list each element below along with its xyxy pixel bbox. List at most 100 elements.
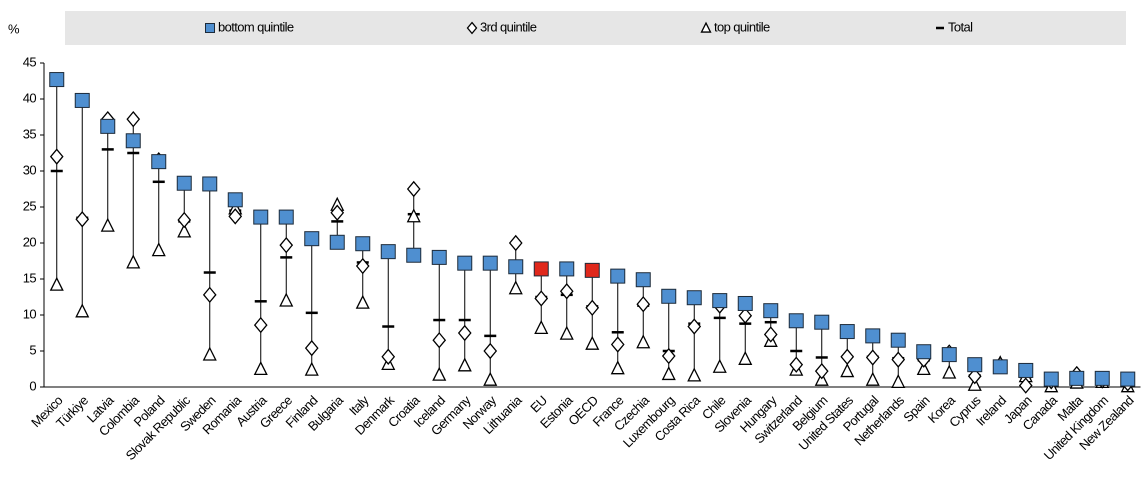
- square-marker: [1018, 362, 1034, 378]
- square-marker: [278, 209, 294, 225]
- diamond-marker: [228, 208, 243, 225]
- y-tick-label: 15: [23, 270, 37, 285]
- triangle-marker: [942, 364, 957, 379]
- square-marker: [176, 175, 192, 191]
- square-marker: [125, 133, 141, 149]
- diamond-marker: [789, 356, 804, 373]
- triangle-marker: [100, 217, 115, 232]
- triangle-marker: [202, 346, 217, 361]
- triangle-marker: [49, 276, 64, 291]
- diamond-marker: [49, 148, 64, 165]
- square-marker: [890, 332, 906, 348]
- triangle-marker: [534, 319, 549, 335]
- y-tick-label: 10: [23, 306, 37, 321]
- y-tick-label: 25: [23, 198, 37, 213]
- triangle-marker: [483, 371, 498, 386]
- triangle-marker: [559, 325, 574, 340]
- diamond-marker: [126, 110, 141, 128]
- square-marker: [1043, 371, 1059, 387]
- square-marker: [559, 261, 575, 277]
- y-tick-label: 35: [23, 126, 37, 141]
- square-marker: [916, 344, 932, 360]
- square-marker: [380, 244, 396, 260]
- x-tick-label: Spain: [900, 393, 932, 425]
- square-marker: [151, 154, 167, 170]
- square-marker: [788, 313, 804, 329]
- y-tick-label: 45: [23, 54, 37, 69]
- diamond-marker: [432, 331, 447, 349]
- triangle-marker: [508, 280, 523, 295]
- square-marker: [763, 303, 779, 319]
- square-marker: [457, 255, 473, 271]
- triangle-marker: [712, 358, 727, 373]
- diamond-marker: [585, 299, 600, 317]
- diamond-marker: [559, 283, 574, 300]
- triangle-marker: [738, 350, 753, 365]
- square-marker: [508, 259, 524, 275]
- triangle-marker: [585, 335, 600, 350]
- diamond-marker: [253, 316, 268, 334]
- diamond-marker: [1018, 377, 1033, 394]
- triangle-marker: [432, 366, 447, 381]
- triangle-marker: [891, 373, 906, 389]
- legend-label: Total: [948, 19, 973, 34]
- triangle-marker: [355, 294, 370, 309]
- triangle-marker: [406, 208, 421, 223]
- diamond-marker: [763, 326, 778, 343]
- square-marker: [329, 234, 345, 250]
- square-marker: [227, 192, 243, 208]
- diamond-marker: [738, 307, 753, 324]
- legend-label: bottom quintile: [218, 19, 294, 34]
- triangle-marker: [916, 360, 931, 376]
- square-marker: [74, 92, 90, 108]
- triangle-marker: [661, 365, 676, 381]
- y-tick-label: 40: [23, 90, 37, 105]
- y-tick-label: 30: [23, 162, 37, 177]
- diamond-marker: [381, 348, 396, 365]
- diamond-marker: [406, 180, 421, 198]
- square-marker: [482, 255, 498, 271]
- square-marker: [712, 293, 728, 309]
- legend-background: [65, 11, 1126, 45]
- diamond-marker: [891, 351, 906, 368]
- square-marker: [1069, 370, 1085, 386]
- legend-marker: [466, 21, 478, 35]
- square-marker: [686, 290, 702, 306]
- legend-label: top quintile: [714, 19, 770, 34]
- diamond-marker: [355, 257, 370, 275]
- square-marker: [941, 347, 957, 363]
- triangle-marker: [687, 367, 702, 382]
- triangle-marker: [610, 360, 625, 375]
- square-marker: [814, 314, 830, 330]
- diamond-marker: [865, 349, 880, 366]
- square-marker: [1120, 371, 1136, 387]
- y-tick-label: 5: [29, 342, 36, 357]
- triangle-marker: [126, 254, 141, 269]
- square-marker: [584, 262, 600, 278]
- diamond-marker: [814, 362, 829, 380]
- diamond-marker: [177, 211, 192, 229]
- square-marker: [635, 272, 651, 288]
- triangle-marker: [304, 361, 319, 376]
- square-marker: [253, 209, 269, 225]
- diamond-marker: [840, 348, 855, 365]
- y-tick-label: 20: [23, 234, 37, 249]
- square-marker: [202, 176, 218, 192]
- legend-label: 3rd quintile: [480, 19, 537, 34]
- square-marker: [865, 328, 881, 344]
- square-marker: [737, 295, 753, 311]
- square-marker: [661, 288, 677, 304]
- square-marker: [406, 247, 422, 263]
- triangle-marker: [253, 360, 268, 376]
- triangle-marker: [636, 334, 651, 349]
- diamond-marker: [457, 324, 472, 342]
- triangle-marker: [457, 357, 472, 372]
- diamond-marker: [610, 336, 625, 353]
- square-marker: [992, 359, 1008, 375]
- square-marker: [533, 261, 549, 277]
- triangle-marker: [177, 223, 192, 238]
- diamond-marker: [636, 295, 651, 313]
- triangle-marker: [279, 292, 294, 307]
- square-marker: [1094, 370, 1110, 386]
